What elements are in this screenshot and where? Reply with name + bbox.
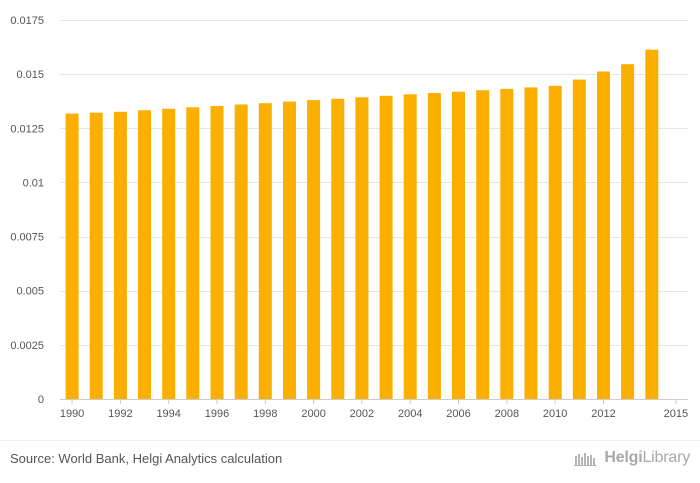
y-tick-label: 0.015 (16, 69, 44, 81)
bar-2011[interactable] (572, 79, 586, 399)
y-tick-label: 0.0075 (10, 232, 44, 244)
library-icon (574, 453, 598, 466)
y-tick-label: 0.0175 (10, 15, 44, 27)
y-axis-tick-labels: 0 0.0025 0.005 0.0075 0.01 0.0125 0.015 0.0175 (10, 15, 44, 406)
bar-2014[interactable] (645, 49, 659, 399)
x-tick-label: 2015 (664, 408, 688, 420)
bar-2006[interactable] (452, 91, 465, 399)
bar-1997[interactable] (234, 104, 248, 400)
bar-2001[interactable] (331, 98, 345, 400)
bar-2000[interactable] (307, 100, 321, 399)
brand-name: HelgiLibrary (604, 449, 690, 467)
x-tick-label: 1990 (60, 408, 84, 420)
x-axis-tick-labels: 1990 1992 1994 1996 1998 2000 2002 2004 2006 2008… (60, 399, 688, 420)
x-tick-label: 1992 (108, 408, 132, 420)
bar-2005[interactable] (427, 93, 441, 399)
bar-2008[interactable] (500, 88, 514, 400)
y-tick-label: 0.01 (23, 177, 44, 189)
bar-1992[interactable] (113, 111, 127, 400)
x-tick-label: 2002 (350, 408, 374, 420)
bar-chart: 00.00250.0050.00750.010.01250.0150.0175 … (10, 15, 688, 420)
bar-2004[interactable] (403, 94, 417, 400)
bar-2007[interactable] (476, 90, 490, 399)
grid-lines (60, 20, 688, 346)
y-tick-label: 0.0025 (10, 340, 44, 352)
bar-1990[interactable] (65, 113, 79, 399)
bar-1998[interactable] (258, 103, 272, 399)
x-tick-label: 2006 (446, 408, 470, 420)
y-tick-label: 0.005 (16, 286, 44, 298)
bar-1994[interactable] (162, 108, 176, 400)
bar-2013[interactable] (621, 64, 635, 399)
bar-1995[interactable] (186, 107, 200, 400)
brand-logo: HelgiLibrary (574, 449, 690, 467)
brand-suffix: Library (642, 449, 690, 466)
footer-divider (0, 440, 700, 441)
bar-2012[interactable] (597, 71, 610, 400)
x-tick-label: 2004 (398, 408, 422, 420)
x-tick-label: 1998 (253, 408, 277, 420)
bars (65, 49, 659, 400)
bar-2010[interactable] (548, 85, 562, 400)
bar-1991[interactable] (89, 112, 103, 399)
x-tick-label: 2012 (591, 408, 615, 420)
bar-2002[interactable] (355, 97, 369, 400)
x-tick-label: 2000 (301, 408, 325, 420)
y-tick-label: 0 (38, 394, 44, 406)
x-tick-label: 1994 (156, 408, 180, 420)
bar-1996[interactable] (210, 106, 224, 399)
bar-2009[interactable] (524, 87, 538, 400)
x-tick-label: 2008 (495, 408, 519, 420)
bar-1999[interactable] (283, 101, 296, 399)
bar-2003[interactable] (379, 95, 393, 400)
y-tick-label: 0.0125 (10, 123, 44, 135)
x-tick-label: 2010 (543, 408, 567, 420)
brand-prefix: Helgi (604, 449, 643, 466)
source-note: Source: World Bank, Helgi Analytics calc… (10, 451, 283, 466)
bar-1993[interactable] (138, 110, 151, 400)
x-tick-label: 1996 (205, 408, 229, 420)
